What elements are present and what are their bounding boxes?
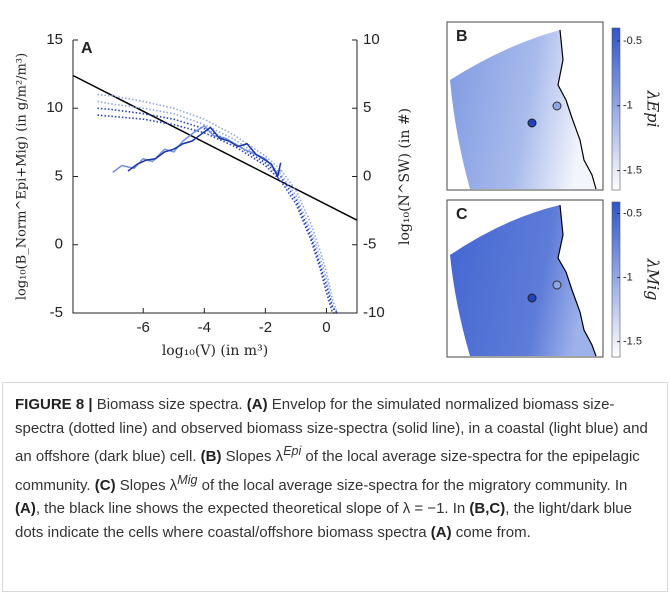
- offshore-dot: [527, 118, 537, 128]
- x-axis-label: log₁₀(V) (in m³): [162, 343, 268, 359]
- panel-ref: (A): [15, 500, 36, 517]
- panel-label: B: [456, 28, 468, 45]
- series-line: [97, 100, 338, 314]
- figure-number: FIGURE 8 |: [15, 396, 93, 413]
- axes-frame: [72, 40, 358, 314]
- y-axis-label: log₁₀(B_Norm^Epi+Mig) (in g/m²/m³): [15, 53, 30, 300]
- colorbar-tick-label: -0.5: [623, 207, 642, 219]
- colorbar-tick-label: -1: [623, 100, 633, 112]
- coastline: [557, 204, 597, 357]
- caption-text: , the light/dark blue dots indicate the …: [15, 500, 632, 541]
- caption-text: , the black line shows the expected theo…: [35, 500, 470, 517]
- coastal-dot: [552, 280, 562, 290]
- y2-tick-label: -10: [363, 304, 385, 321]
- colorbar-tick-label: -1.5: [623, 164, 642, 176]
- colorbar-tick-label: -1: [623, 271, 633, 283]
- colorbar-tick-label: -1.5: [623, 336, 642, 348]
- caption-text: come from.: [451, 523, 531, 541]
- y2-tick-label: 10: [363, 31, 380, 48]
- caption: FIGURE 8 | Biomass size spectra. (A) Env…: [2, 382, 668, 592]
- panel-ref: (A): [246, 396, 268, 413]
- offshore-dot: [527, 293, 537, 303]
- y2-axis-label: log₁₀(N^SW) (in #): [397, 108, 413, 245]
- y-tick-label: 10: [46, 99, 63, 116]
- x-tick-label: -4: [198, 319, 211, 336]
- colorbar: [611, 201, 621, 358]
- y2-tick-label: -5: [363, 236, 376, 253]
- caption-text: of the local average size-spectra for th…: [15, 448, 640, 494]
- series-line: [127, 126, 282, 179]
- y-tick-label: 15: [46, 31, 63, 48]
- y-tick-label: 0: [55, 236, 63, 253]
- colorbar-tick-label: -0.5: [623, 35, 642, 47]
- panel-label: C: [456, 206, 468, 223]
- panel-ref: (B,C): [469, 500, 506, 517]
- panel-ref: (B): [200, 448, 222, 465]
- colorbar-label: λEpi: [644, 89, 663, 127]
- caption-text: Biomass size spectra.: [92, 396, 247, 413]
- colorbar: [611, 27, 621, 191]
- caption-text: Slopes λ: [115, 476, 178, 494]
- superscript: Mig: [177, 472, 198, 487]
- caption-text: of the local average size-spectra for th…: [197, 476, 628, 494]
- x-tick-label: -2: [259, 319, 272, 336]
- x-tick-label: 0: [322, 319, 330, 336]
- panel-label: A: [81, 40, 93, 57]
- panel-ref: (A): [430, 523, 452, 541]
- coastal-dot: [552, 101, 562, 111]
- series-line: [112, 125, 282, 176]
- y2-tick-label: 0: [363, 167, 371, 184]
- superscript: Epi: [283, 444, 302, 458]
- caption-text: Slopes λ: [221, 448, 284, 465]
- panel-ref: (C): [94, 476, 116, 494]
- colorbar-label: λMig: [644, 258, 663, 301]
- sea: [450, 205, 596, 356]
- y-tick-label: 5: [55, 167, 63, 184]
- series-line: [72, 74, 358, 221]
- series-line: [97, 107, 338, 314]
- y-tick-label: -5: [50, 304, 63, 321]
- sea: [450, 30, 596, 189]
- y2-tick-label: 5: [363, 99, 371, 116]
- map-c: [446, 199, 604, 358]
- series-line: [97, 93, 338, 314]
- x-tick-label: -6: [137, 319, 150, 336]
- coastline: [557, 29, 597, 190]
- map-b: [446, 21, 604, 191]
- caption-text: Envelop for the simulated normalized bio…: [15, 396, 648, 465]
